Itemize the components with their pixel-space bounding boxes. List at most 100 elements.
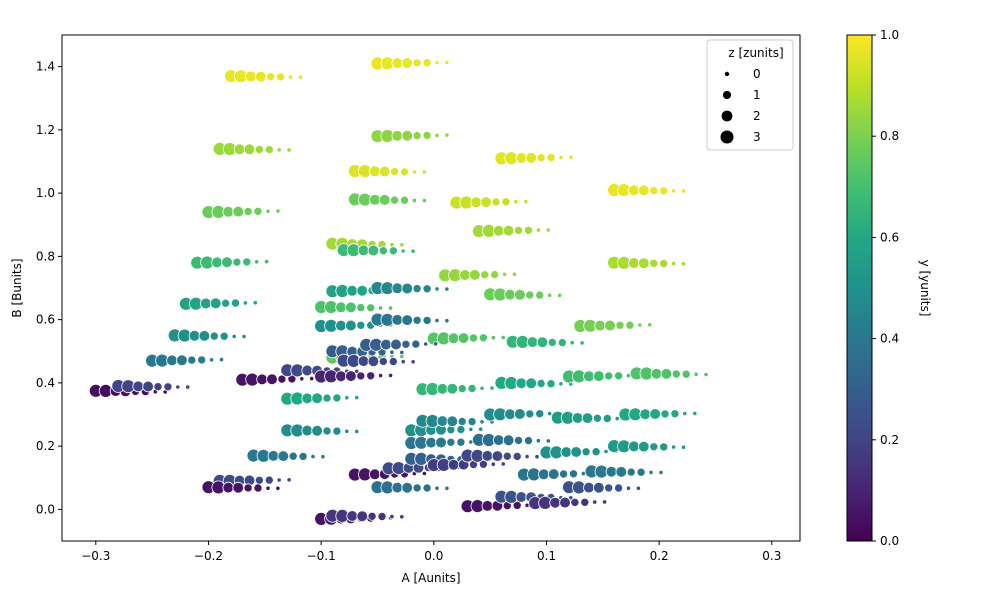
data-point <box>346 284 359 297</box>
data-point <box>637 322 643 328</box>
y-tick-label: 1.0 <box>36 186 55 200</box>
data-point <box>558 154 564 160</box>
data-point <box>536 153 546 163</box>
data-point <box>560 446 573 458</box>
data-point <box>512 451 522 461</box>
data-point <box>277 374 287 384</box>
data-point <box>478 333 488 343</box>
data-point <box>514 408 526 420</box>
data-point <box>535 438 542 444</box>
data-point <box>153 382 163 392</box>
data-point <box>434 485 440 491</box>
data-point <box>490 270 500 280</box>
data-point <box>447 458 460 471</box>
data-point <box>345 319 357 332</box>
data-point <box>693 371 699 377</box>
data-point <box>583 370 595 383</box>
data-point <box>680 188 687 194</box>
data-point <box>570 497 580 507</box>
data-point <box>446 415 459 428</box>
data-point <box>628 440 640 453</box>
data-point <box>232 481 245 494</box>
data-point <box>242 300 248 306</box>
data-point <box>367 355 380 368</box>
data-point <box>536 336 549 349</box>
legend-items: 0 1 2 3 <box>720 67 761 144</box>
data-point <box>558 381 564 387</box>
data-point <box>391 130 404 142</box>
data-point <box>245 70 257 83</box>
data-point <box>649 258 659 268</box>
data-point <box>605 465 618 478</box>
plot-frame <box>61 34 801 542</box>
data-point <box>535 290 545 300</box>
data-point <box>243 206 253 216</box>
data-point <box>568 495 574 501</box>
colorbar-ticks: 0.0 0.2 0.4 0.6 0.8 1.0 <box>872 28 899 548</box>
data-point <box>637 440 650 453</box>
data-point <box>263 258 270 265</box>
y-tick-label: 1.2 <box>36 123 55 137</box>
legend-marker <box>724 71 730 77</box>
data-point <box>658 469 664 476</box>
data-point <box>511 271 518 277</box>
data-point <box>421 169 427 175</box>
data-point <box>399 242 405 248</box>
data-point <box>614 415 620 422</box>
data-point <box>604 371 614 381</box>
data-point <box>267 450 280 462</box>
data-point <box>523 198 529 205</box>
data-point <box>592 370 605 382</box>
data-point <box>354 428 360 434</box>
data-point <box>232 205 245 218</box>
data-point <box>387 305 394 311</box>
data-point <box>534 454 540 460</box>
data-point <box>649 186 659 196</box>
data-point <box>377 305 384 311</box>
data-point <box>525 377 537 390</box>
data-point <box>571 412 584 424</box>
data-point <box>682 410 688 417</box>
data-point <box>500 461 506 467</box>
x-tick-label: −0.3 <box>81 549 110 563</box>
data-point <box>209 297 222 310</box>
data-point <box>580 497 590 507</box>
data-point <box>614 483 624 493</box>
legend-title: z [zunits] <box>728 46 783 60</box>
data-point <box>401 481 414 494</box>
data-point <box>628 184 640 197</box>
colorbar-label: y [yunits] <box>918 260 932 317</box>
data-point <box>187 355 197 365</box>
x-tick-label: 0.3 <box>762 549 781 563</box>
data-point <box>219 331 229 341</box>
data-point <box>425 436 437 449</box>
data-point <box>625 485 632 491</box>
data-point <box>500 334 506 341</box>
data-point <box>366 371 376 381</box>
data-point <box>547 337 557 347</box>
data-point <box>525 290 535 300</box>
data-point <box>570 446 582 458</box>
data-point <box>546 410 553 417</box>
data-point <box>377 512 387 522</box>
data-point <box>524 436 534 446</box>
data-point <box>513 199 519 205</box>
data-point <box>514 435 524 445</box>
data-point <box>412 131 422 141</box>
data-point <box>536 378 546 388</box>
data-point <box>209 331 219 341</box>
data-point <box>535 227 542 233</box>
data-point <box>391 57 404 69</box>
legend: z [zunits] 0 1 2 3 <box>706 39 794 151</box>
data-point <box>545 227 551 233</box>
y-tick-label: 0.4 <box>36 376 55 390</box>
data-point <box>399 514 405 520</box>
data-point <box>254 144 264 154</box>
data-point <box>535 409 545 419</box>
data-point <box>559 469 569 479</box>
data-point <box>356 303 366 313</box>
data-point <box>356 510 369 523</box>
data-point <box>301 424 314 437</box>
data-point <box>389 242 395 248</box>
data-point <box>298 451 308 461</box>
